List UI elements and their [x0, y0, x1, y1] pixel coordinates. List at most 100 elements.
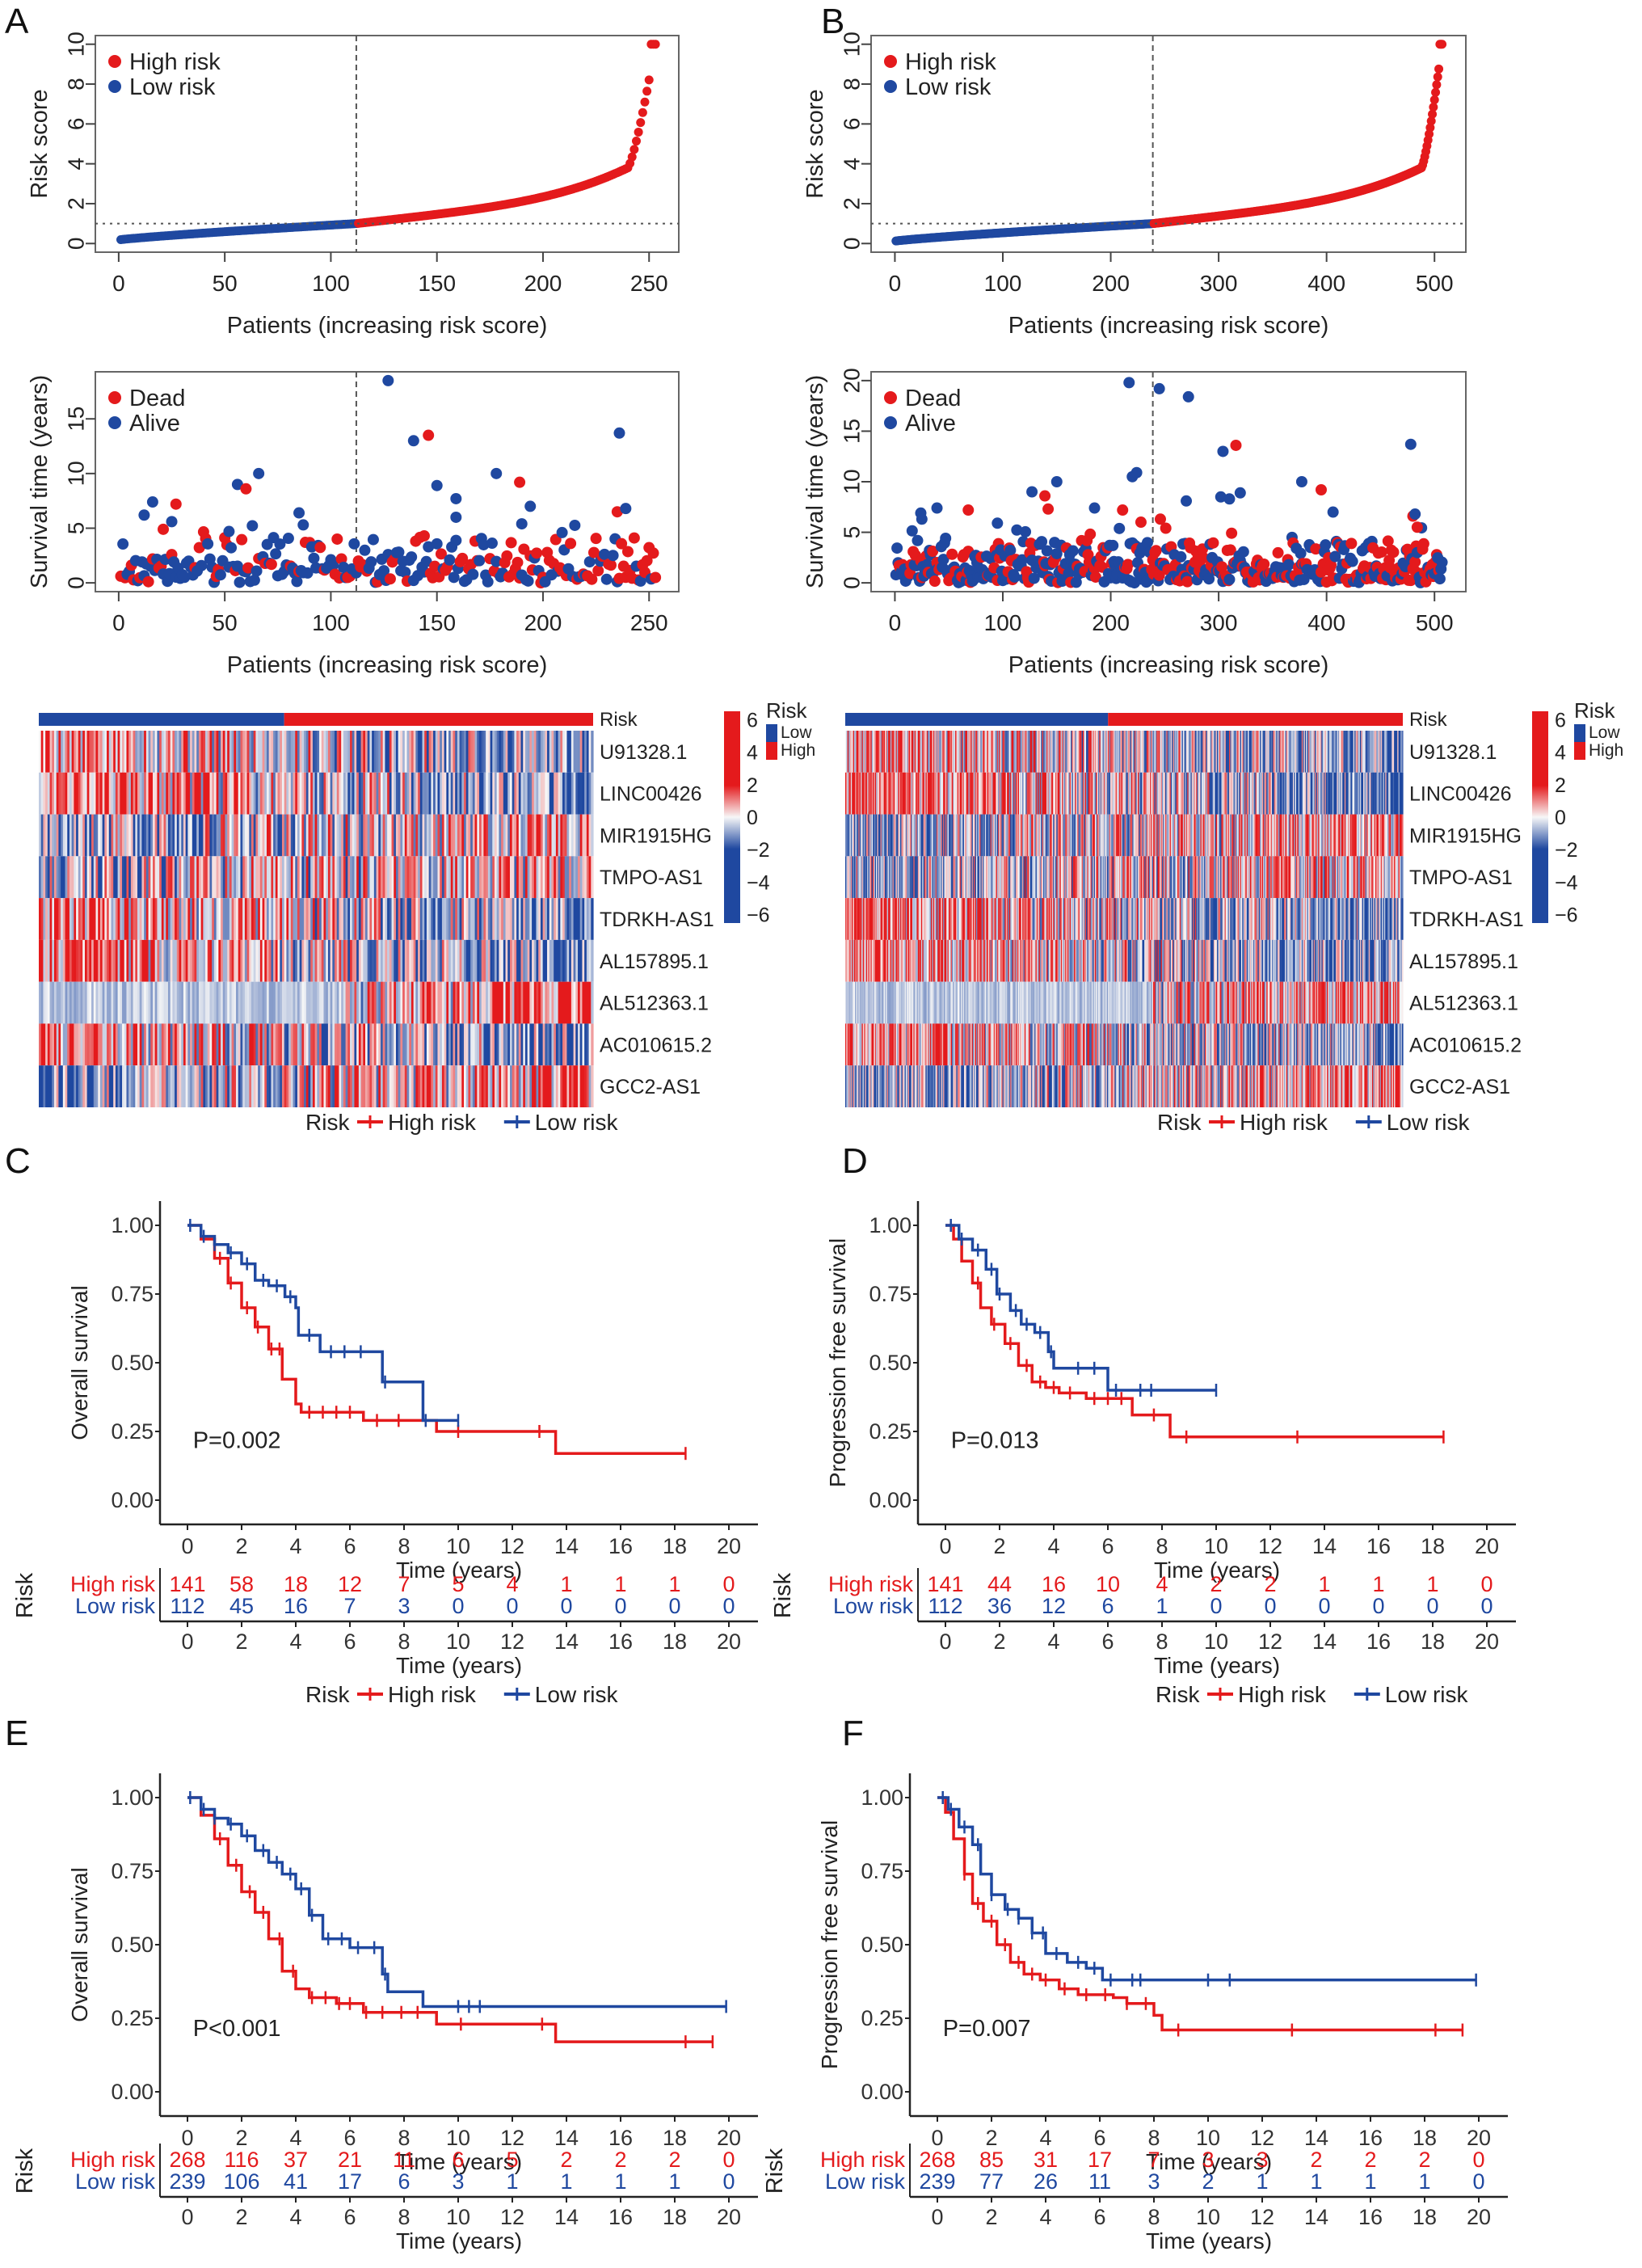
x-tick-label: 50	[213, 271, 238, 296]
risk-point	[1429, 95, 1439, 104]
survival-point	[359, 544, 371, 556]
row-label: MIR1915HG	[600, 824, 712, 847]
y-tick-label: 0	[839, 237, 864, 250]
y-tick-label: 0	[839, 576, 864, 589]
risk-point	[1429, 102, 1438, 112]
risk-annotation-low	[39, 713, 284, 726]
survival-point	[327, 559, 339, 571]
legend-dot-icon	[884, 55, 897, 68]
legend-label: Low risk	[905, 74, 992, 100]
survival-point	[490, 467, 503, 479]
survival-point	[590, 533, 602, 545]
survival-point	[647, 547, 659, 559]
y-axis-label: Risk score	[802, 89, 828, 198]
survival-point	[611, 506, 623, 518]
survival-point	[992, 517, 1004, 529]
survival-point	[142, 575, 154, 588]
survival-point	[1282, 559, 1295, 571]
survival-point	[291, 575, 303, 588]
survival-point	[225, 542, 238, 554]
panel-label-c: C	[5, 1141, 31, 1181]
data-points	[115, 374, 662, 589]
survival-point	[301, 567, 314, 579]
survival-point	[1042, 503, 1055, 515]
survival-point	[927, 546, 939, 558]
x-tick-label: 200	[1092, 610, 1130, 635]
survival-point	[556, 526, 568, 538]
row-label: TDRKH-AS1	[600, 908, 714, 931]
survival-point	[1020, 525, 1032, 537]
survival-point	[1141, 537, 1153, 549]
survival-point	[444, 554, 456, 566]
y-tick-label: 8	[839, 78, 864, 91]
survival-point	[1320, 539, 1332, 551]
survival-point	[906, 525, 918, 537]
survival-point	[423, 541, 435, 553]
row-label: AL157895.1	[600, 951, 709, 973]
survival-point	[365, 556, 377, 568]
survival-point	[891, 542, 903, 554]
survival-point	[1226, 527, 1238, 539]
row-label: AC010615.2	[600, 1034, 712, 1056]
survival-point	[620, 503, 632, 515]
survival-point	[293, 507, 305, 519]
survival-point	[331, 533, 343, 545]
legend-swatch-icon	[766, 742, 777, 760]
survival-point	[1434, 573, 1446, 585]
survival-point	[407, 435, 419, 447]
y-tick-label: 15	[839, 419, 864, 444]
legend-dot-icon	[884, 416, 897, 429]
heatmap-cell	[591, 772, 594, 815]
survival-point	[448, 571, 460, 584]
y-tick-label: 0	[63, 576, 88, 589]
y-tick-label: 20	[839, 368, 864, 393]
survival-point	[1295, 547, 1307, 559]
survival-point	[912, 534, 924, 546]
survival-point	[1315, 484, 1327, 496]
legend-label: Dead	[905, 386, 961, 411]
risk-point	[1432, 80, 1442, 90]
risk-point	[1426, 116, 1436, 126]
risk-point	[1433, 72, 1442, 82]
plot-frame	[95, 371, 680, 592]
survival-point	[1135, 516, 1147, 529]
risk-point	[627, 152, 637, 162]
survival-point	[384, 573, 396, 585]
survival-point	[501, 550, 513, 562]
survival-point	[628, 532, 640, 544]
survival-point	[242, 562, 255, 574]
survival-point	[248, 574, 260, 586]
x-tick-label: 0	[889, 271, 902, 296]
survival-point	[1130, 466, 1143, 478]
colorbar-tick-label: 4	[747, 742, 758, 765]
colorbar-tick-label: −6	[747, 904, 770, 927]
x-tick-label: 50	[213, 610, 238, 635]
survival-point	[158, 523, 170, 535]
panel-label-d: D	[842, 1141, 868, 1181]
survival-point	[399, 567, 411, 579]
x-tick-label: 200	[524, 610, 562, 635]
survival-point	[1182, 390, 1194, 403]
heatmap-cell	[591, 814, 594, 857]
colorbar-tick-label: 6	[747, 709, 758, 731]
survival-point	[904, 567, 916, 580]
y-tick-label: 2	[63, 197, 88, 210]
risk-point	[1425, 123, 1435, 133]
survival-point	[482, 575, 494, 588]
survival-point	[170, 498, 182, 510]
survival-point	[382, 374, 394, 386]
survival-point	[431, 479, 443, 491]
legend-label: Dead	[129, 386, 185, 411]
survival-point	[1039, 490, 1051, 502]
survival-point	[450, 534, 462, 546]
survival-point	[1154, 513, 1166, 525]
x-tick-label: 0	[889, 610, 902, 635]
y-axis-label: Survival time (years)	[802, 375, 828, 588]
survival-point	[1409, 508, 1421, 521]
x-tick-label: 250	[630, 271, 668, 296]
survival-point	[338, 562, 350, 574]
x-axis-label: Patients (increasing risk score)	[227, 652, 547, 678]
legend-swatch-icon	[766, 724, 777, 742]
